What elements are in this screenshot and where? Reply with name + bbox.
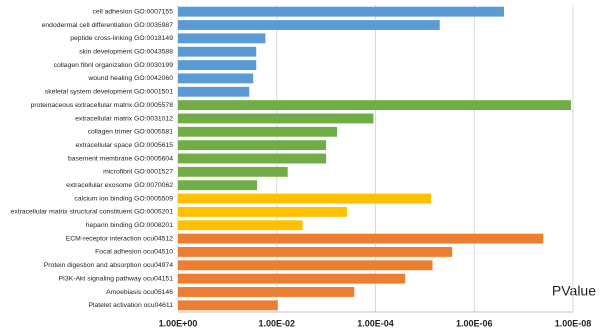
x-tick-label: 1.00E-02 — [258, 318, 295, 328]
y-tick-label: Protein digestion and absorption ocu0497… — [44, 262, 173, 269]
bar — [178, 60, 257, 71]
y-tick-label: wound healing GO:0042060 — [87, 75, 173, 82]
bar — [178, 273, 406, 284]
bar — [178, 287, 355, 297]
x-tick-label: 1.00E-06 — [456, 318, 493, 328]
y-tick-label: extracellular matrix structural constitu… — [11, 209, 174, 216]
bar — [178, 113, 374, 124]
bar — [178, 193, 432, 204]
bar — [178, 140, 327, 151]
y-tick-label: cell adhesion GO:0007155 — [93, 8, 174, 15]
y-tick-label: calcium ion binding GO:0005509 — [74, 195, 173, 202]
y-tick-label: collagen fibril organization GO:0030199 — [54, 62, 174, 69]
bar — [178, 153, 327, 164]
bar — [178, 20, 440, 30]
y-tick-label: skin development GO:0043588 — [79, 49, 173, 56]
bar — [178, 180, 258, 191]
y-tick-label: extracellular exosome GO:0070062 — [66, 182, 173, 189]
y-tick-label: heparin binding GO:0008201 — [86, 222, 174, 229]
y-tick-label: collagen trimer GO:0005581 — [88, 129, 174, 136]
y-tick-label: microfibril GO:0001527 — [103, 169, 173, 176]
y-tick-label: extracellular matrix GO:0031012 — [75, 115, 173, 122]
x-tick-label: 1.00E+00 — [159, 318, 198, 328]
bar — [178, 220, 303, 231]
y-tick-label: basement membrane GO:0005604 — [68, 155, 173, 162]
y-tick-label: endodermal cell differentiation GO:00359… — [42, 22, 174, 29]
y-tick-label: ECM-receptor interaction ocu04512 — [66, 235, 174, 242]
bar — [178, 166, 288, 177]
y-tick-label: Amoebiasis ocu05146 — [106, 289, 173, 296]
y-tick-label: Platelet activation ocu04611 — [88, 302, 173, 309]
bar — [178, 126, 338, 137]
bar — [178, 6, 504, 17]
bar — [178, 246, 453, 257]
bar — [178, 46, 257, 57]
bar — [178, 206, 347, 217]
y-tick-label: proteinaceous extracellular matrix GO:00… — [31, 102, 174, 109]
bar — [178, 73, 254, 84]
x-tick-label: 1.00E-08 — [555, 318, 592, 328]
bar — [178, 300, 278, 311]
y-tick-label: skeletal system development GO:0001501 — [45, 89, 173, 96]
y-tick-label: PI3K-Akt signaling pathway ocu04151 — [59, 275, 174, 282]
y-tick-label: peptide cross-linking GO:0018149 — [70, 35, 173, 42]
bar — [178, 86, 250, 97]
y-tick-label: Focal adhesion ocu04510 — [95, 249, 173, 256]
y-tick-label: extracellular space GO:0005615 — [76, 142, 174, 149]
bar — [178, 100, 571, 111]
bar — [178, 260, 433, 271]
bar — [178, 233, 544, 244]
bar — [178, 33, 266, 44]
x-axis-title: PValue — [552, 283, 596, 299]
x-tick-label: 1.00E-04 — [357, 318, 394, 328]
